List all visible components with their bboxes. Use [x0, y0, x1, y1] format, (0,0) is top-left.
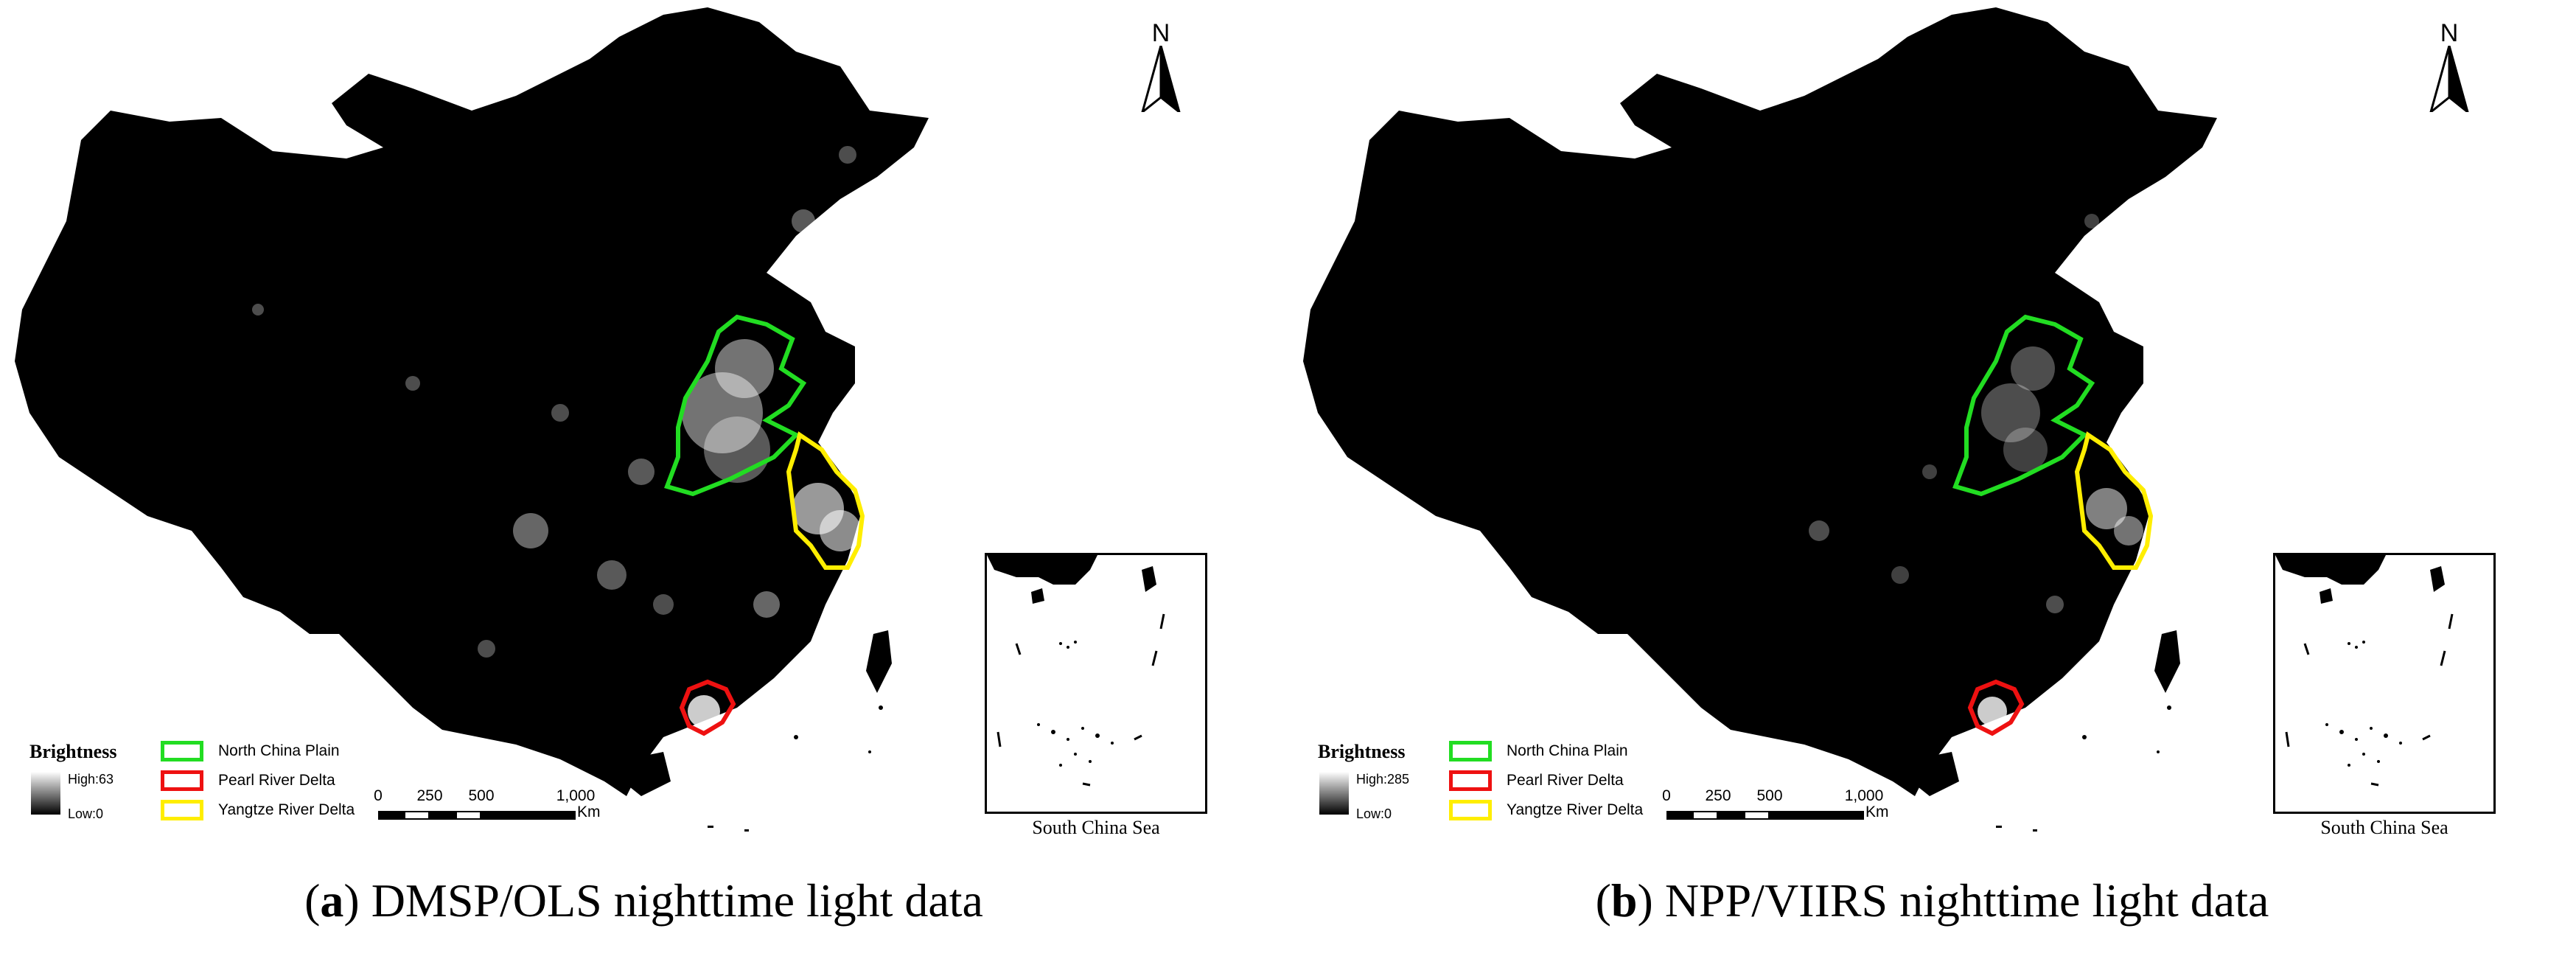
north-arrow: N [1135, 21, 1187, 116]
scale-seg [455, 811, 481, 820]
china-nighttime-light-map [1303, 7, 2217, 832]
caption-letter: b [1610, 874, 1638, 927]
legend-title: Brightness [29, 741, 117, 762]
scale-seg [1666, 811, 1692, 820]
yangtze-river-delta-outline [786, 431, 865, 570]
north-arrow: N [2423, 21, 2475, 116]
city-lights [1809, 214, 2143, 726]
legend-swatch [1449, 800, 1492, 820]
offshore-islands [1996, 705, 2171, 832]
legend-label: Yangtze River Delta [1507, 801, 1644, 818]
china-landmass [15, 7, 929, 796]
north-china-plain-outline [664, 314, 807, 497]
legend-label: North China Plain [1507, 742, 1628, 759]
legend-label: North China Plain [218, 742, 340, 759]
panel-caption: (b) NPP/VIIRS nighttime light data [1595, 874, 2269, 927]
scale-seg [378, 811, 404, 820]
brightness-gradient [31, 772, 60, 815]
south-china-sea-inset [985, 553, 1207, 814]
scale-tick: 500 [468, 787, 495, 804]
brightness-gradient [1319, 772, 1349, 815]
scale-tick: 0 [374, 787, 383, 804]
scale-seg [481, 811, 576, 820]
legend-label: Yangtze River Delta [218, 801, 355, 818]
scale-seg [1770, 811, 1864, 820]
legend-swatch [1449, 770, 1492, 791]
pearl-river-delta-outline [679, 679, 736, 736]
legend-swatch [161, 741, 203, 761]
yangtze-river-delta-outline [2074, 431, 2154, 570]
scale-seg [430, 811, 455, 820]
scale-seg [1718, 811, 1744, 820]
legend-swatch [161, 770, 203, 791]
hainan-island [1911, 752, 1959, 796]
inset-label: South China Sea [2320, 817, 2448, 838]
legend-low: Low:0 [1356, 806, 1392, 821]
inset-map [987, 555, 1165, 787]
inset-map [2275, 555, 2454, 787]
china-nighttime-light-map [15, 7, 929, 832]
map-panel-b: N South China S [1288, 0, 2576, 962]
scale-tick: 250 [416, 787, 443, 804]
caption-text: NPP/VIIRS nighttime light data [1652, 874, 2269, 927]
legend-title: Brightness [1318, 741, 1406, 762]
taiwan-island [2154, 630, 2180, 693]
scale-bar: 0 250 500 1,000 Km [372, 787, 600, 820]
offshore-islands [708, 705, 883, 832]
scale-unit: Km [1865, 804, 1889, 820]
caption-text: DMSP/OLS nighttime light data [359, 874, 983, 927]
scale-tick: 1,000 [556, 787, 596, 804]
panel-caption: (a) DMSP/OLS nighttime light data [304, 874, 983, 927]
scale-seg [1744, 811, 1770, 820]
scale-seg [1692, 811, 1718, 820]
china-landmass [1303, 7, 2217, 796]
inset-landmass [987, 555, 1097, 585]
legend-swatch [161, 800, 203, 820]
north-arrow-icon [1140, 45, 1181, 116]
north-label: N [2440, 19, 2459, 47]
city-lights [252, 146, 861, 728]
inset-landmass [2275, 555, 2386, 585]
legend-label: Pearl River Delta [218, 772, 335, 789]
north-china-plain-outline [1952, 314, 2095, 497]
pearl-river-delta-outline [1967, 679, 2025, 736]
scale-seg [404, 811, 430, 820]
map-panel-a: N South China S [15, 7, 1207, 927]
scale-bar: 0 250 500 1,000 Km [1661, 787, 1888, 820]
scale-tick: 500 [1756, 787, 1783, 804]
north-arrow-icon [2429, 45, 2470, 116]
legend-low: Low:0 [68, 806, 104, 821]
north-label: N [1151, 19, 1170, 47]
south-china-sea-inset [2273, 553, 2496, 814]
legend-high: High:63 [68, 772, 114, 787]
scale-tick: 250 [1705, 787, 1731, 804]
scale-tick: 0 [1662, 787, 1671, 804]
scale-tick: 1,000 [1844, 787, 1884, 804]
hainan-island [623, 752, 671, 796]
scale-unit: Km [577, 804, 601, 820]
inset-label: South China Sea [1032, 817, 1160, 838]
taiwan-island [866, 630, 892, 693]
caption-letter: a [320, 874, 344, 927]
legend-high: High:285 [1356, 772, 1410, 787]
legend-swatch [1449, 741, 1492, 761]
legend-label: Pearl River Delta [1507, 772, 1624, 789]
